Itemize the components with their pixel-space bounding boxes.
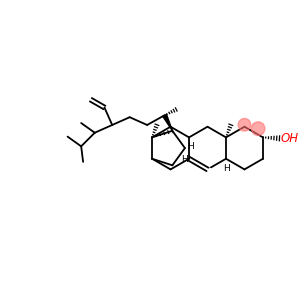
Circle shape bbox=[238, 118, 251, 131]
Text: H: H bbox=[182, 155, 188, 164]
Circle shape bbox=[251, 122, 265, 135]
Text: H: H bbox=[187, 142, 194, 151]
Polygon shape bbox=[163, 114, 172, 131]
Text: H: H bbox=[224, 164, 230, 172]
Text: OH: OH bbox=[280, 132, 298, 145]
